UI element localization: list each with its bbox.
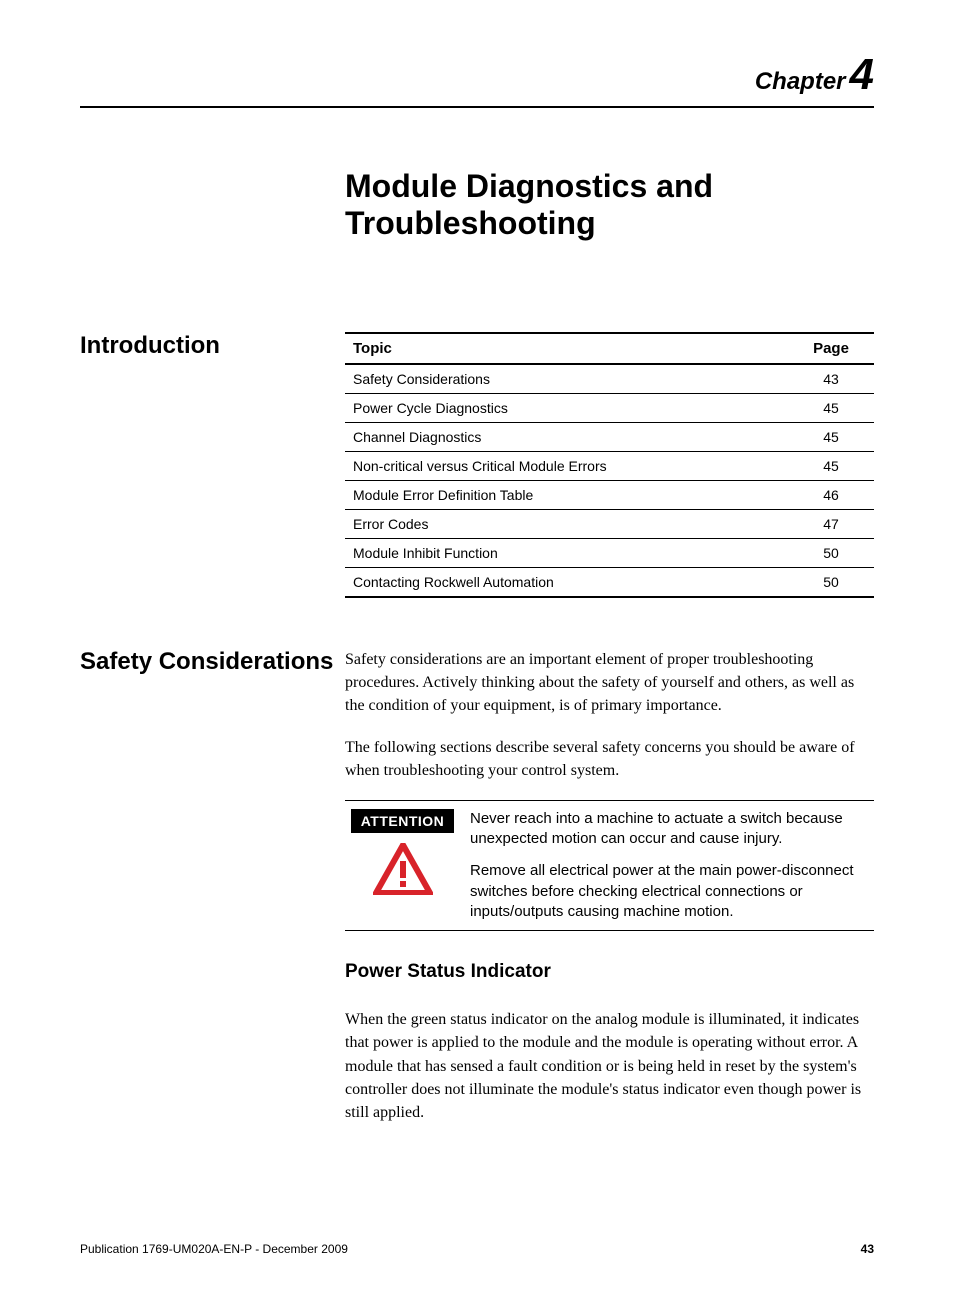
topic-cell: Error Codes: [345, 510, 788, 539]
topic-table: Topic Page Safety Considerations43Power …: [345, 332, 874, 598]
table-row: Non-critical versus Critical Module Erro…: [345, 452, 874, 481]
safety-section: Safety Considerations Safety considerati…: [80, 648, 874, 1142]
topic-cell: Power Cycle Diagnostics: [345, 394, 788, 423]
power-status-subheading: Power Status Indicator: [345, 961, 874, 983]
safety-para2: The following sections describe several …: [345, 736, 874, 782]
topic-cell: Non-critical versus Critical Module Erro…: [345, 452, 788, 481]
chapter-label: Chapter: [755, 68, 846, 95]
chapter-title: Module Diagnostics and Troubleshooting: [80, 168, 874, 242]
safety-heading: Safety Considerations: [80, 648, 345, 677]
table-row: Module Inhibit Function50: [345, 539, 874, 568]
intro-section: Introduction Topic Page Safety Considera…: [80, 332, 874, 598]
page-footer: Publication 1769-UM020A-EN-P - December …: [80, 1242, 874, 1256]
attention-label: ATTENTION: [351, 809, 455, 833]
publication-info: Publication 1769-UM020A-EN-P - December …: [80, 1242, 348, 1256]
page-cell: 47: [788, 510, 874, 539]
attention-p1: Never reach into a machine to actuate a …: [470, 809, 874, 850]
topic-cell: Module Error Definition Table: [345, 481, 788, 510]
topic-cell: Contacting Rockwell Automation: [345, 568, 788, 598]
intro-heading: Introduction: [80, 332, 345, 361]
page-cell: 45: [788, 423, 874, 452]
table-row: Module Error Definition Table46: [345, 481, 874, 510]
page: Chapter 4 Module Diagnostics and Trouble…: [0, 0, 954, 1296]
attention-left: ATTENTION: [345, 809, 460, 922]
safety-content: Safety considerations are an important e…: [345, 648, 874, 1142]
page-cell: 43: [788, 364, 874, 394]
safety-para1: Safety considerations are an important e…: [345, 648, 874, 718]
table-row: Safety Considerations43: [345, 364, 874, 394]
intro-content: Topic Page Safety Considerations43Power …: [345, 332, 874, 598]
warning-triangle-icon: [345, 843, 460, 900]
page-cell: 45: [788, 394, 874, 423]
page-number: 43: [861, 1242, 874, 1256]
page-cell: 45: [788, 452, 874, 481]
safety-para3: When the green status indicator on the a…: [345, 1008, 874, 1124]
attention-p2: Remove all electrical power at the main …: [470, 861, 874, 922]
topic-col-header: Topic: [345, 333, 788, 364]
table-row: Error Codes47: [345, 510, 874, 539]
topic-cell: Safety Considerations: [345, 364, 788, 394]
page-col-header: Page: [788, 333, 874, 364]
topic-cell: Module Inhibit Function: [345, 539, 788, 568]
topic-cell: Channel Diagnostics: [345, 423, 788, 452]
topic-table-header-row: Topic Page: [345, 333, 874, 364]
table-row: Power Cycle Diagnostics45: [345, 394, 874, 423]
chapter-header: Chapter 4: [80, 50, 874, 100]
chapter-number: 4: [850, 50, 874, 99]
table-row: Channel Diagnostics45: [345, 423, 874, 452]
page-cell: 50: [788, 568, 874, 598]
table-row: Contacting Rockwell Automation50: [345, 568, 874, 598]
page-cell: 46: [788, 481, 874, 510]
page-cell: 50: [788, 539, 874, 568]
attention-text: Never reach into a machine to actuate a …: [460, 809, 874, 922]
header-rule: [80, 106, 874, 108]
attention-block: ATTENTION Never reach into a machine to …: [345, 800, 874, 931]
